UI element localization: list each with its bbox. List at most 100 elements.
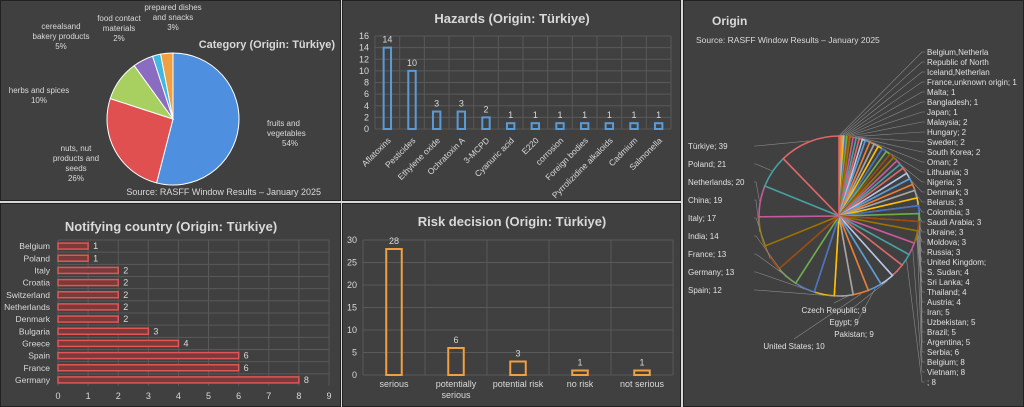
slice-label: Argentina; 5 bbox=[927, 338, 971, 347]
data-label: 1 bbox=[582, 110, 587, 120]
data-label: 1 bbox=[557, 110, 562, 120]
x-tick-label: 6 bbox=[236, 391, 241, 401]
category-pie-chart: fruits and vegetables 54% nuts, nut products… bbox=[9, 3, 336, 197]
slice-label: food contact materials 2% bbox=[97, 14, 141, 43]
category-chart-panel: fruits and vegetables 54% nuts, nut products… bbox=[0, 0, 341, 201]
y-tick-label: 5 bbox=[352, 348, 357, 358]
y-tick-label: 16 bbox=[359, 31, 369, 41]
pie-slice bbox=[160, 52, 174, 120]
chart-source: Source: RASFF Window Results – January 2… bbox=[126, 187, 321, 197]
leader-line bbox=[864, 138, 925, 163]
chart-title: Origin bbox=[712, 14, 747, 28]
data-label: 2 bbox=[123, 302, 128, 312]
slice-label: Republic of North bbox=[927, 58, 989, 67]
leader-line bbox=[847, 101, 925, 136]
slice-label: Ukraine; 3 bbox=[927, 228, 964, 237]
data-label: 6 bbox=[244, 363, 249, 373]
y-tick-label: 25 bbox=[347, 258, 357, 268]
y-tick-label: Denmark bbox=[16, 314, 51, 324]
notifying-country-bar-chart: Notifying country (Origin: Türkiye) 0 1 2 3 4… bbox=[4, 219, 331, 401]
y-tick-label: Switzerland bbox=[6, 290, 50, 300]
bar bbox=[509, 360, 527, 376]
x-tick-label: 0 bbox=[55, 391, 60, 401]
leader-line bbox=[754, 271, 824, 296]
slice-label: Pakistan; 9 bbox=[834, 330, 874, 339]
leader-line bbox=[861, 137, 925, 153]
slice-label: nuts, nut products and seeds 26% bbox=[53, 144, 99, 183]
slice-label: Denmark; 3 bbox=[927, 188, 969, 197]
slice-label: Malta; 1 bbox=[927, 88, 956, 97]
x-tick-label: E220 bbox=[520, 135, 541, 156]
leader-line bbox=[754, 217, 771, 259]
notifying-chart-panel: Notifying country (Origin: Türkiye) 0 1 2 3 4… bbox=[0, 203, 341, 407]
y-tick-label: 6 bbox=[364, 89, 369, 99]
x-tick-label: serious bbox=[379, 379, 409, 389]
x-tick-label: 4 bbox=[176, 391, 181, 401]
leader-line bbox=[849, 111, 925, 136]
bar bbox=[57, 315, 119, 323]
bar bbox=[571, 369, 589, 376]
leader-line bbox=[839, 51, 925, 136]
x-tick-label: 9 bbox=[326, 391, 331, 401]
bar bbox=[57, 266, 119, 275]
bar bbox=[407, 69, 417, 130]
data-label: 3 bbox=[459, 99, 464, 109]
slice-label: Nigeria; 3 bbox=[927, 178, 962, 187]
origin-pie-chart: Origin Source: RASFF Window Results – Jan… bbox=[688, 14, 1017, 387]
leader-line bbox=[754, 181, 760, 201]
data-label: 1 bbox=[533, 110, 538, 120]
risk-chart-panel: Risk decision (Origin: Türkiye) 0 5 10 15 20 2… bbox=[342, 203, 681, 407]
x-tick-label: 3 bbox=[146, 391, 151, 401]
data-label: 1 bbox=[631, 110, 636, 120]
y-tick-label: Belgium bbox=[19, 241, 50, 251]
bar bbox=[57, 278, 119, 287]
data-label: 6 bbox=[453, 335, 458, 345]
leader-line bbox=[916, 237, 925, 363]
leader-line bbox=[851, 121, 925, 137]
slice-label: Serbia; 6 bbox=[927, 348, 960, 357]
leader-line bbox=[912, 249, 925, 373]
bar bbox=[481, 116, 491, 130]
slice-label: Türkiye; 39 bbox=[688, 142, 728, 151]
x-tick-label: 7 bbox=[266, 391, 271, 401]
slice-label: Uzbekistan; 5 bbox=[927, 318, 976, 327]
bar bbox=[629, 122, 639, 130]
y-tick-label: Spain bbox=[28, 351, 50, 361]
slice-label: S. Sudan; 4 bbox=[927, 268, 969, 277]
chart-title: Risk decision (Origin: Türkiye) bbox=[418, 214, 607, 229]
y-tick-label: 4 bbox=[364, 101, 369, 111]
bar bbox=[555, 122, 565, 130]
x-tick-label: 5 bbox=[206, 391, 211, 401]
slice-label: India; 14 bbox=[688, 232, 719, 241]
y-tick-label: Poland bbox=[24, 253, 51, 263]
slice-label: Japan; 1 bbox=[927, 108, 958, 117]
data-label: 4 bbox=[183, 338, 188, 348]
slice-label: Belgium,Netherla bbox=[927, 48, 989, 57]
bar bbox=[431, 110, 442, 130]
y-tick-label: 30 bbox=[347, 235, 357, 245]
y-tick-label: Bulgaria bbox=[19, 326, 50, 336]
pie-slice bbox=[155, 52, 240, 186]
bar bbox=[633, 369, 651, 376]
risk-decision-bar-chart: Risk decision (Origin: Türkiye) 0 5 10 15 20 2… bbox=[347, 214, 674, 400]
chart-source: Source: RASFF Window Results – January 2… bbox=[696, 35, 880, 45]
bar bbox=[505, 122, 516, 130]
slice-label: Germany; 13 bbox=[688, 268, 735, 277]
data-label: 1 bbox=[639, 358, 644, 368]
bar bbox=[57, 339, 180, 348]
slice-label: Iceland,Netherlan bbox=[927, 68, 990, 77]
data-label: 1 bbox=[93, 253, 98, 263]
slice-label: Malaysia; 2 bbox=[927, 118, 968, 127]
slice-label: herbs and spices 10% bbox=[9, 86, 69, 105]
slice-label: Iran; 5 bbox=[927, 308, 950, 317]
y-tick-label: 10 bbox=[359, 66, 369, 76]
slice-label: Thailand; 4 bbox=[927, 288, 967, 297]
slice-label: Egypt; 9 bbox=[829, 318, 859, 327]
bar bbox=[57, 291, 119, 299]
x-tick-label: potential risk bbox=[493, 379, 544, 389]
slice-label: United States; 10 bbox=[763, 342, 825, 351]
leader-line bbox=[853, 288, 876, 328]
bar bbox=[57, 376, 300, 384]
slice-label: Belgium; 8 bbox=[927, 358, 965, 367]
slice-label: prepared dishes and snacks 3% bbox=[144, 3, 201, 32]
